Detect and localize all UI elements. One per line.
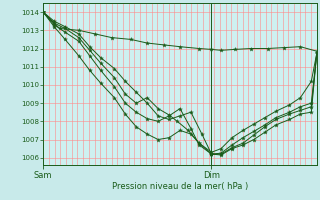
X-axis label: Pression niveau de la mer( hPa ): Pression niveau de la mer( hPa ) <box>112 182 248 191</box>
